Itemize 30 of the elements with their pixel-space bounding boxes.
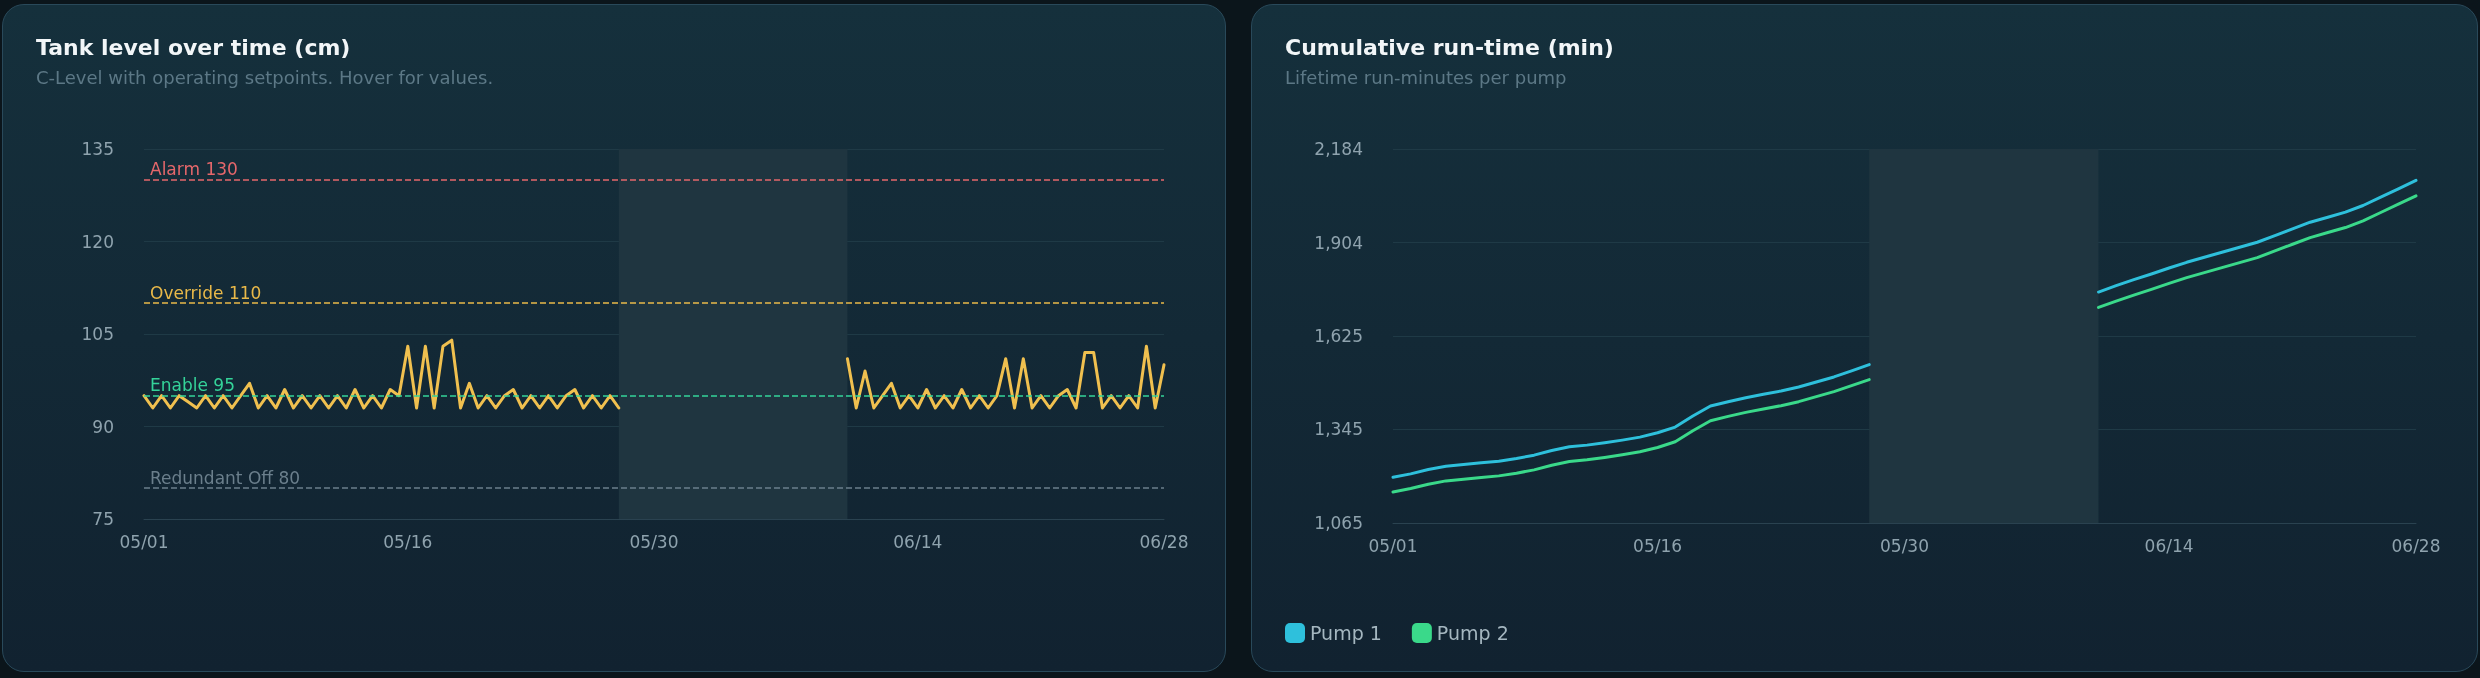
y-tick-label: 2,184 bbox=[1314, 139, 1363, 159]
y-tick-label: 105 bbox=[81, 324, 114, 344]
legend-label: Pump 2 bbox=[1436, 622, 1509, 644]
ref-line-label: Alarm 130 bbox=[150, 159, 238, 180]
y-tick-label: 1,904 bbox=[1314, 232, 1363, 253]
y-tick-label: 120 bbox=[81, 231, 114, 252]
x-tick-label: 05/16 bbox=[383, 531, 433, 552]
x-tick-label: 06/28 bbox=[1139, 531, 1189, 552]
x-tick-label: 05/01 bbox=[1368, 535, 1418, 556]
ref-line-label: Enable 95 bbox=[150, 375, 235, 396]
x-tick-label: 06/14 bbox=[893, 531, 943, 552]
y-tick-label: 1,345 bbox=[1314, 419, 1363, 440]
legend-label: Pump 1 bbox=[1310, 622, 1382, 644]
x-tick-label: 06/14 bbox=[2144, 535, 2194, 556]
y-tick-label: 1,065 bbox=[1314, 513, 1363, 533]
x-tick-label: 05/01 bbox=[119, 531, 169, 552]
chart-title: Tank level over time (cm) bbox=[36, 34, 351, 60]
chart-subtitle: C-Level with operating setpoints. Hover for values. bbox=[36, 66, 494, 88]
ref-line-label: Redundant Off 80 bbox=[150, 467, 301, 488]
x-tick-label: 05/30 bbox=[629, 531, 679, 552]
chart-title: Cumulative run-time (min) bbox=[1285, 34, 1614, 60]
x-tick-label: 05/30 bbox=[1880, 535, 1929, 556]
chart-subtitle: Lifetime run-minutes per pump bbox=[1285, 66, 1567, 88]
y-tick-label: 90 bbox=[92, 416, 114, 437]
y-tick-label: 1,625 bbox=[1314, 325, 1363, 346]
y-tick-label: 135 bbox=[81, 139, 114, 159]
x-tick-label: 06/28 bbox=[2391, 535, 2441, 556]
y-tick-label: 75 bbox=[92, 509, 114, 529]
ref-line-label: Override 110 bbox=[150, 282, 262, 303]
x-tick-label: 05/16 bbox=[1633, 535, 1683, 556]
